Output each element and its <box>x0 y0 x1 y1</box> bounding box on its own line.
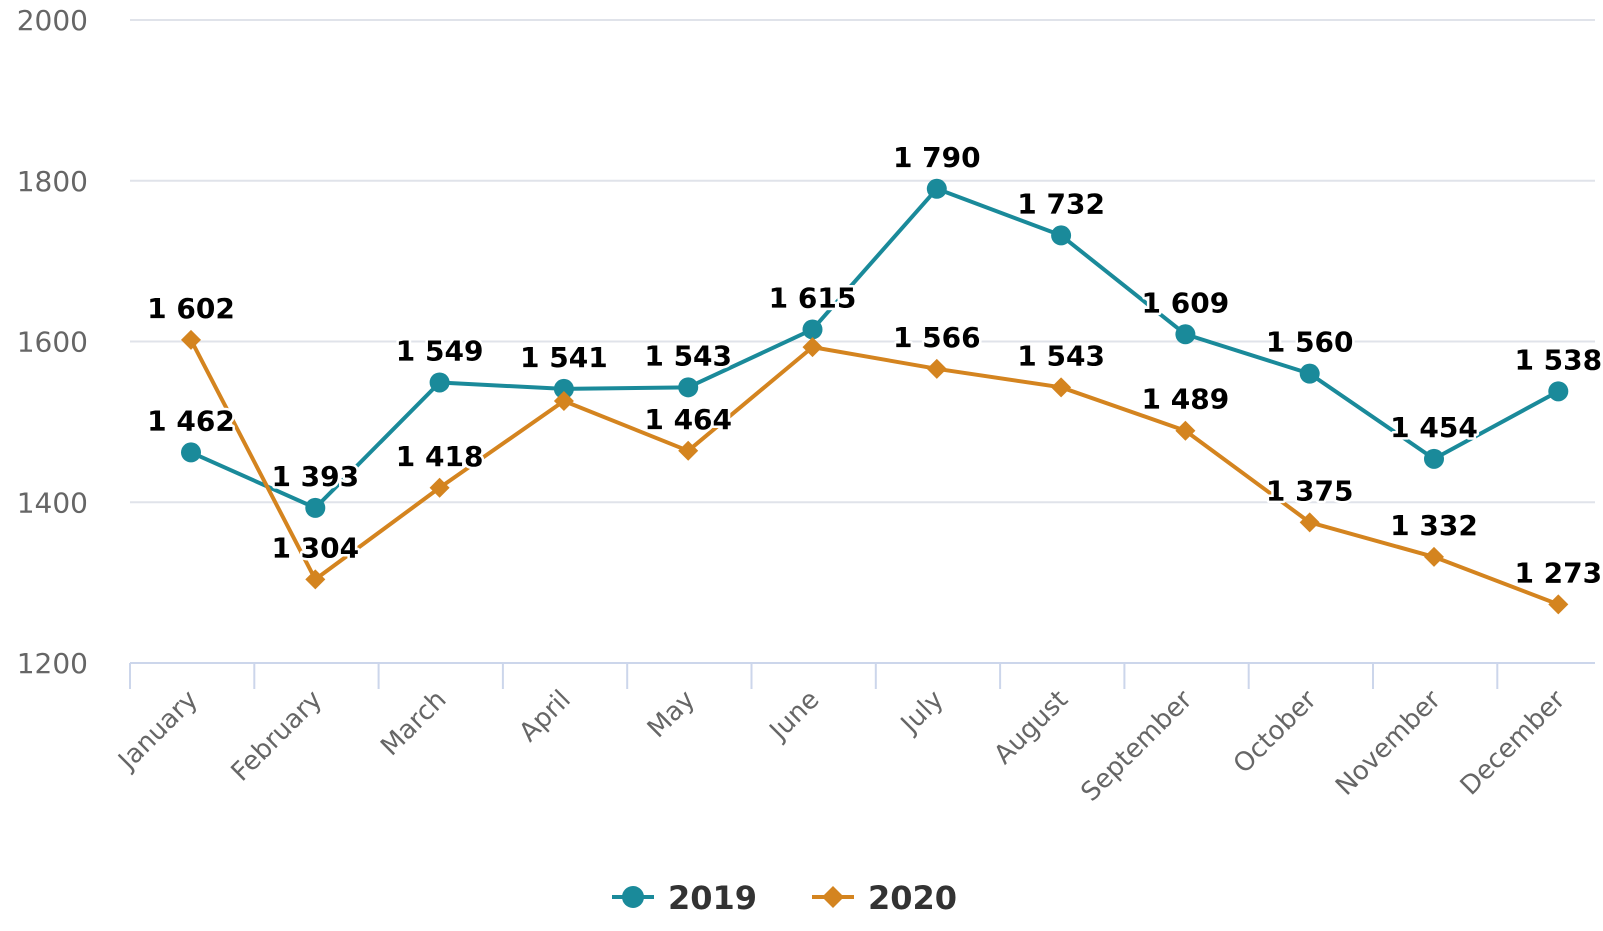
y-tick-label: 1600 <box>17 326 88 359</box>
data-point-2019 <box>1299 363 1320 384</box>
data-point-2019 <box>181 442 201 463</box>
x-tick-label: March <box>375 685 452 762</box>
x-tick-label: December <box>1455 685 1572 802</box>
data-point-2020 <box>553 390 574 411</box>
data-label-2020: 1 304 <box>271 531 359 564</box>
data-label-2019: 1 454 <box>1390 411 1478 444</box>
legend-label-2020: 2020 <box>868 879 957 917</box>
x-tick-label: October <box>1228 685 1323 780</box>
data-point-2019 <box>802 319 823 340</box>
x-tick-label: May <box>642 685 701 744</box>
data-label-2019: 1 393 <box>271 460 359 493</box>
y-tick-label: 1400 <box>17 486 88 519</box>
data-label-2019: 1 615 <box>769 281 857 314</box>
data-label-2019: 1 541 <box>520 341 608 374</box>
data-point-2019 <box>305 497 326 518</box>
data-label-2020: 1 543 <box>1017 339 1105 372</box>
data-point-2019 <box>926 178 947 199</box>
data-point-2020 <box>1548 594 1569 615</box>
data-point-2020 <box>678 440 699 461</box>
data-label-2020: 1 464 <box>644 403 732 436</box>
data-point-2020 <box>429 477 450 498</box>
series-line-2019 <box>189 186 1561 510</box>
data-point-2020 <box>1051 377 1072 398</box>
series-line-2020 <box>189 337 1561 607</box>
legend-marker-2020 <box>822 886 844 908</box>
data-point-2019 <box>1548 381 1569 402</box>
data-point-2020 <box>802 337 823 358</box>
data-point-2019 <box>429 372 450 393</box>
data-point-2020 <box>1424 546 1444 567</box>
data-label-2019: 1 732 <box>1017 187 1105 220</box>
data-point-2020 <box>1299 512 1320 533</box>
x-tick-label: July <box>894 685 950 741</box>
data-label-2020: 1 273 <box>1514 556 1602 589</box>
data-label-2019: 1 790 <box>893 141 981 174</box>
data-label-2020: 1 375 <box>1266 474 1354 507</box>
data-point-2019 <box>678 377 699 398</box>
data-point-2019 <box>1424 448 1444 469</box>
data-point-2020 <box>1175 420 1196 441</box>
data-label-2019: 1 543 <box>644 339 732 372</box>
x-tick-label: April <box>514 685 577 748</box>
data-label-2019: 1 538 <box>1514 343 1602 376</box>
data-label-2019: 1 560 <box>1266 326 1354 359</box>
legend-marker-2019 <box>622 886 644 908</box>
y-tick-label: 2000 <box>17 4 88 37</box>
data-point-2019 <box>1051 225 1072 246</box>
data-point-2019 <box>1175 324 1196 345</box>
data-label-2019: 1 549 <box>396 334 484 367</box>
data-point-2020 <box>305 569 326 590</box>
x-tick-label: January <box>112 685 204 777</box>
data-label-2020: 1 332 <box>1390 509 1478 542</box>
legend-label-2019: 2019 <box>668 879 757 917</box>
data-point-2020 <box>181 329 201 350</box>
y-tick-label: 1800 <box>17 165 88 198</box>
y-tick-label: 1200 <box>17 647 88 680</box>
data-label-2019: 1 609 <box>1142 286 1230 319</box>
data-label-2020: 1 602 <box>147 292 235 325</box>
x-tick-label: September <box>1076 685 1199 808</box>
x-tick-label: June <box>763 685 826 748</box>
x-tick-label: November <box>1330 685 1447 802</box>
data-point-2019 <box>553 378 574 399</box>
data-point-2020 <box>926 358 947 379</box>
data-label-2020: 1 418 <box>396 440 484 473</box>
data-label-2020: 1 566 <box>893 321 981 354</box>
data-label-2020: 1 489 <box>1142 383 1230 416</box>
x-tick-label: August <box>988 685 1074 771</box>
data-label-2019: 1 462 <box>147 404 235 437</box>
x-tick-label: February <box>226 685 329 788</box>
